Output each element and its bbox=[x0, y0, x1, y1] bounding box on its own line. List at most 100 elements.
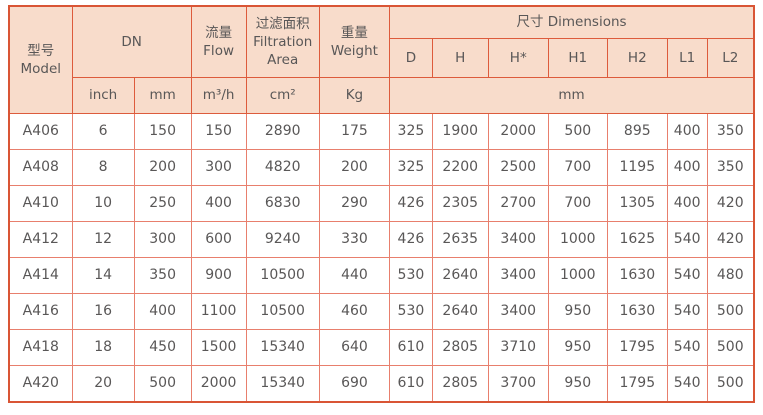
value-cell: 300 bbox=[133, 221, 192, 258]
value-cell: 900 bbox=[190, 257, 247, 294]
table-row: A408 8 200 300 4820 200 325 2200 2500 700 1195 400 3… bbox=[8, 149, 755, 186]
value-cell: 150 bbox=[190, 113, 247, 150]
header-row-units: inch mm m³/h cm² Kg mm bbox=[9, 77, 755, 114]
specification-table: 型号 Model DN 流量 Flow 过滤面积 Filtration Area… bbox=[8, 5, 755, 403]
table-header: 型号 Model DN 流量 Flow 过滤面积 Filtration Area… bbox=[8, 5, 755, 114]
value-cell: 1630 bbox=[606, 257, 668, 294]
value-cell: 3700 bbox=[487, 365, 549, 403]
value-cell: 300 bbox=[190, 149, 247, 186]
unit-dn-mm: mm bbox=[133, 77, 192, 114]
value-cell: 350 bbox=[133, 257, 192, 294]
model-cell: A418 bbox=[8, 329, 73, 366]
unit-dn-inch: inch bbox=[71, 77, 135, 114]
value-cell: 250 bbox=[133, 185, 192, 222]
header-filtration-area: 过滤面积 Filtration Area bbox=[245, 5, 320, 78]
value-cell: 400 bbox=[666, 185, 708, 222]
value-cell: 540 bbox=[666, 293, 708, 330]
value-cell: 12 bbox=[71, 221, 135, 258]
header-weight: 重量 Weight bbox=[318, 5, 391, 78]
header-dim-l1: L1 bbox=[666, 38, 708, 78]
value-cell: 480 bbox=[706, 257, 755, 294]
table-row: A420 20 500 2000 15340 690 610 2805 3700 950 1795 5… bbox=[8, 365, 755, 403]
value-cell: 2805 bbox=[431, 365, 489, 403]
header-row-dimension-columns: D H H* H1 H2 L1 L2 bbox=[9, 38, 755, 78]
table-row: A414 14 350 900 10500 440 530 2640 3400 1000 1630 5… bbox=[8, 257, 755, 294]
value-cell: 350 bbox=[706, 113, 755, 150]
value-cell: 15340 bbox=[245, 365, 320, 403]
table-row: A418 18 450 1500 15340 640 610 2805 3710 950 1795 5… bbox=[8, 329, 755, 366]
value-cell: 290 bbox=[318, 185, 391, 222]
model-cell: A412 bbox=[8, 221, 73, 258]
value-cell: 420 bbox=[706, 221, 755, 258]
value-cell: 700 bbox=[547, 149, 608, 186]
value-cell: 6830 bbox=[245, 185, 320, 222]
value-cell: 325 bbox=[389, 113, 433, 150]
value-cell: 200 bbox=[133, 149, 192, 186]
header-flow: 流量 Flow bbox=[190, 5, 247, 78]
unit-dimensions: mm bbox=[389, 77, 755, 114]
value-cell: 3400 bbox=[487, 293, 549, 330]
value-cell: 3400 bbox=[487, 257, 549, 294]
value-cell: 9240 bbox=[245, 221, 320, 258]
value-cell: 1000 bbox=[547, 257, 608, 294]
value-cell: 20 bbox=[71, 365, 135, 403]
value-cell: 4820 bbox=[245, 149, 320, 186]
value-cell: 400 bbox=[190, 185, 247, 222]
value-cell: 420 bbox=[706, 185, 755, 222]
value-cell: 150 bbox=[133, 113, 192, 150]
value-cell: 2000 bbox=[190, 365, 247, 403]
value-cell: 1305 bbox=[606, 185, 668, 222]
value-cell: 14 bbox=[71, 257, 135, 294]
table-body: A406 6 150 150 2890 175 325 1900 2000 500 895 400 35… bbox=[8, 113, 755, 403]
value-cell: 2305 bbox=[431, 185, 489, 222]
value-cell: 1795 bbox=[606, 365, 668, 403]
value-cell: 3710 bbox=[487, 329, 549, 366]
value-cell: 200 bbox=[318, 149, 391, 186]
value-cell: 540 bbox=[666, 221, 708, 258]
model-cell: A416 bbox=[8, 293, 73, 330]
value-cell: 450 bbox=[133, 329, 192, 366]
value-cell: 15340 bbox=[245, 329, 320, 366]
model-cell: A414 bbox=[8, 257, 73, 294]
value-cell: 1900 bbox=[431, 113, 489, 150]
value-cell: 330 bbox=[318, 221, 391, 258]
value-cell: 10500 bbox=[245, 293, 320, 330]
value-cell: 426 bbox=[389, 185, 433, 222]
value-cell: 700 bbox=[547, 185, 608, 222]
header-dim-d: D bbox=[389, 38, 433, 78]
value-cell: 2890 bbox=[245, 113, 320, 150]
value-cell: 500 bbox=[706, 329, 755, 366]
unit-flow: m³/h bbox=[190, 77, 247, 114]
value-cell: 2805 bbox=[431, 329, 489, 366]
value-cell: 350 bbox=[706, 149, 755, 186]
value-cell: 640 bbox=[318, 329, 391, 366]
value-cell: 540 bbox=[666, 329, 708, 366]
value-cell: 690 bbox=[318, 365, 391, 403]
value-cell: 6 bbox=[71, 113, 135, 150]
header-row-groups: 型号 Model DN 流量 Flow 过滤面积 Filtration Area… bbox=[8, 5, 755, 114]
value-cell: 400 bbox=[666, 149, 708, 186]
value-cell: 2700 bbox=[487, 185, 549, 222]
value-cell: 1795 bbox=[606, 329, 668, 366]
value-cell: 10 bbox=[71, 185, 135, 222]
header-model: 型号 Model bbox=[8, 5, 73, 114]
value-cell: 2640 bbox=[431, 293, 489, 330]
value-cell: 500 bbox=[133, 365, 192, 403]
header-dim-hstar: H* bbox=[487, 38, 549, 78]
table-row: A410 10 250 400 6830 290 426 2305 2700 700 1305 400… bbox=[8, 185, 755, 222]
value-cell: 400 bbox=[133, 293, 192, 330]
value-cell: 2500 bbox=[487, 149, 549, 186]
value-cell: 610 bbox=[389, 329, 433, 366]
value-cell: 1000 bbox=[547, 221, 608, 258]
value-cell: 530 bbox=[389, 257, 433, 294]
value-cell: 1500 bbox=[190, 329, 247, 366]
value-cell: 500 bbox=[706, 293, 755, 330]
value-cell: 950 bbox=[547, 329, 608, 366]
unit-filtration-area: cm² bbox=[245, 77, 320, 114]
value-cell: 1630 bbox=[606, 293, 668, 330]
header-dn: DN bbox=[71, 5, 192, 78]
table-row: A412 12 300 600 9240 330 426 2635 3400 1000 1625 54… bbox=[8, 221, 755, 258]
model-cell: A420 bbox=[8, 365, 73, 403]
table-row: A416 16 400 1100 10500 460 530 2640 3400 950 1630 5… bbox=[8, 293, 755, 330]
value-cell: 540 bbox=[666, 257, 708, 294]
